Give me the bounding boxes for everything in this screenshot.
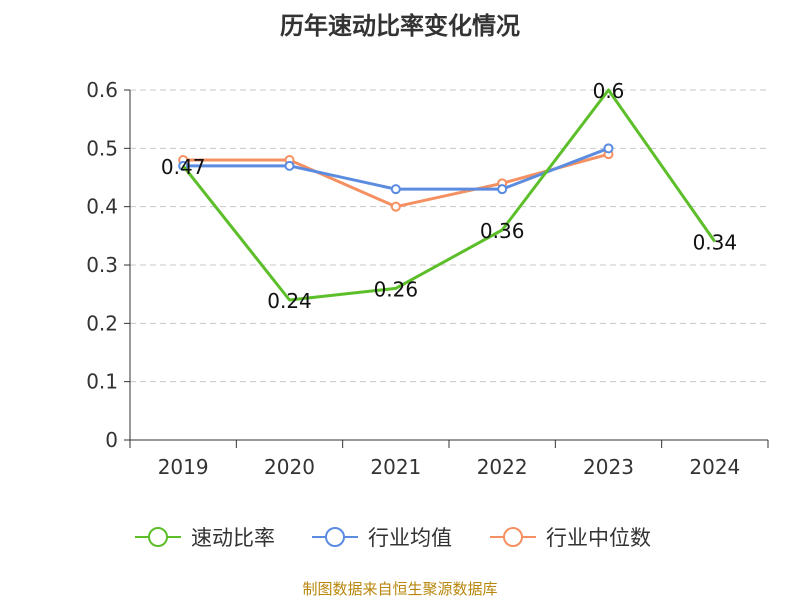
legend-label: 行业中位数 xyxy=(546,526,651,550)
data-label: 0.34 xyxy=(693,231,738,255)
x-tick-label: 2021 xyxy=(370,455,421,479)
data-label: 0.47 xyxy=(161,155,206,179)
data-point xyxy=(390,201,401,212)
source-note: 制图数据来自恒生聚源数据库 xyxy=(302,580,498,598)
chart-title: 历年速动比率变化情况 xyxy=(280,12,520,40)
x-tick-label: 2019 xyxy=(158,455,209,479)
data-point xyxy=(390,184,401,195)
data-label: 0.26 xyxy=(374,277,419,301)
data-label: 0.6 xyxy=(593,79,625,103)
data-point xyxy=(284,160,295,171)
y-tick-label: 0.4 xyxy=(86,195,118,219)
data-label: 0.36 xyxy=(480,219,525,243)
y-tick-label: 0.5 xyxy=(86,136,118,160)
data-label: 0.24 xyxy=(267,289,312,313)
data-point xyxy=(497,184,508,195)
y-tick-label: 0.2 xyxy=(86,311,118,335)
x-tick-label: 2024 xyxy=(689,455,740,479)
x-tick-label: 2022 xyxy=(477,455,528,479)
legend-marker xyxy=(148,527,168,547)
legend-label: 行业均值 xyxy=(368,526,452,550)
series-line-3 xyxy=(183,152,609,209)
legend-label: 速动比率 xyxy=(191,526,275,550)
y-tick-label: 0.3 xyxy=(86,253,118,277)
legend-marker xyxy=(503,527,523,547)
x-tick-label: 2020 xyxy=(264,455,315,479)
y-tick-label: 0.1 xyxy=(86,370,118,394)
data-point xyxy=(603,143,614,154)
series-line-2 xyxy=(183,146,610,191)
series-line-1 xyxy=(181,88,717,302)
y-tick-label: 0.6 xyxy=(86,78,118,102)
x-tick-label: 2023 xyxy=(583,455,634,479)
legend-marker xyxy=(325,527,345,547)
y-tick-label: 0 xyxy=(105,428,118,452)
